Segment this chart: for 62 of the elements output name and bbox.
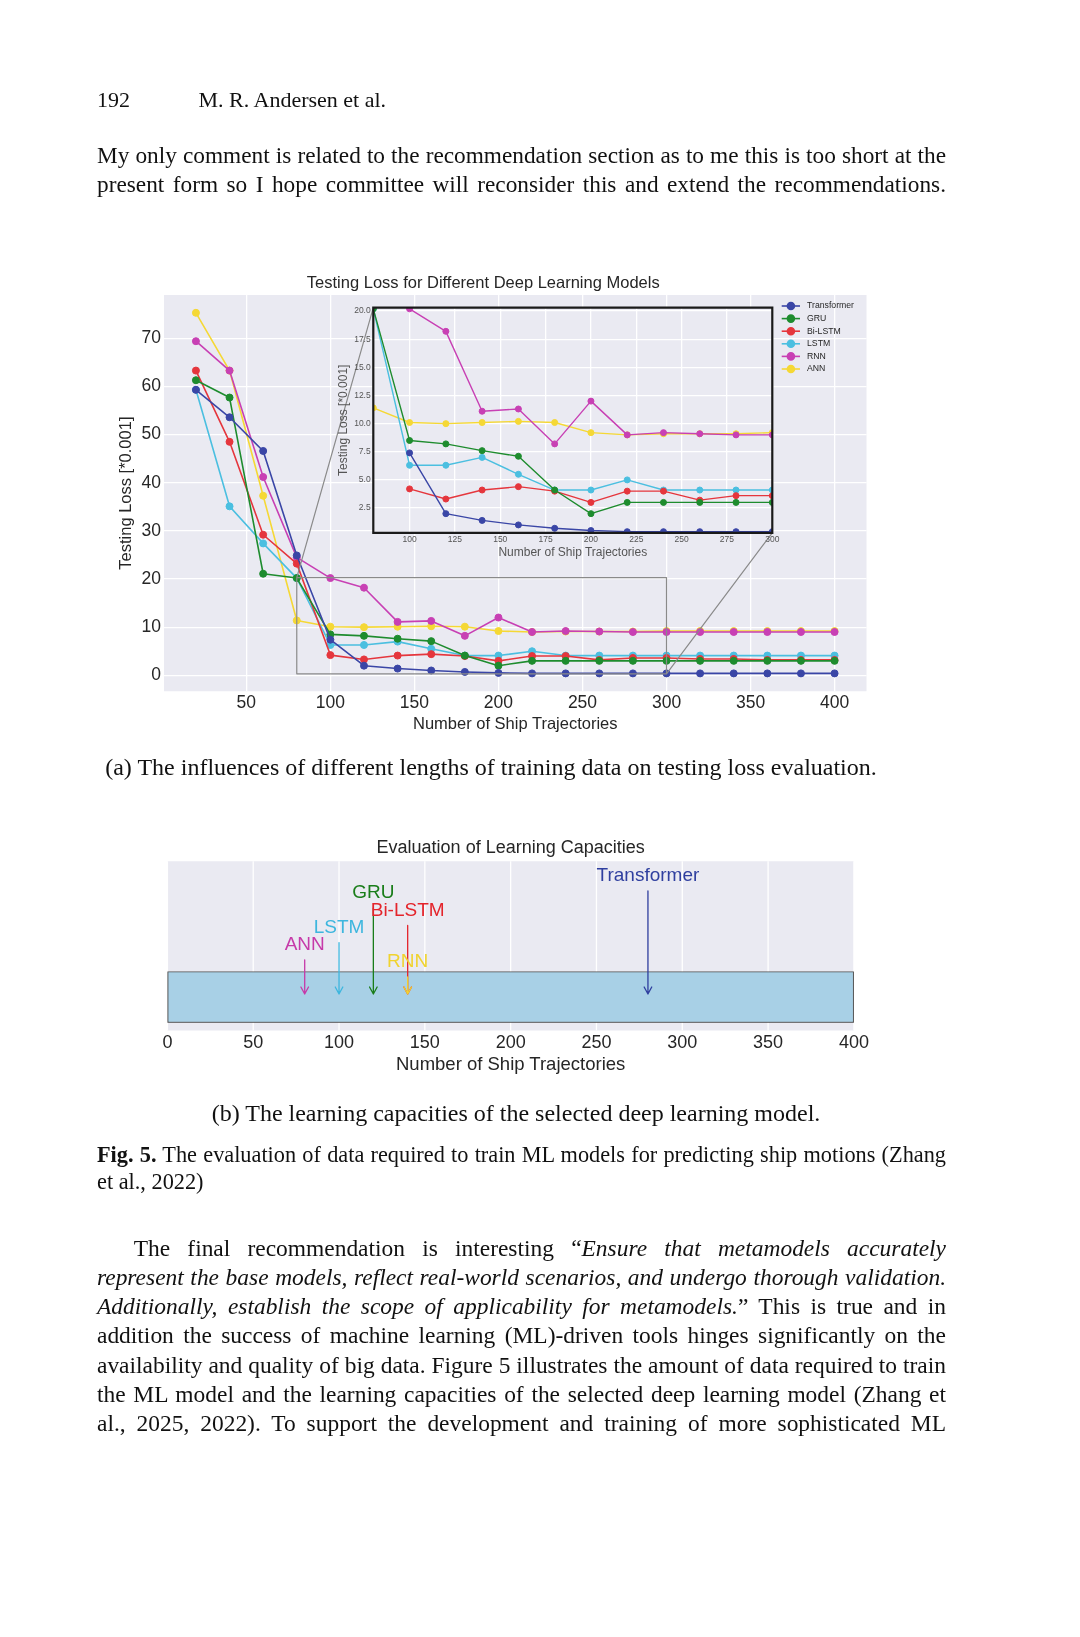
x-tick-label: 400 [838,1032,869,1053]
y-tick-label: 5.0 [358,474,371,485]
x-axis-title: Number of Ship Trajectories [396,1052,626,1074]
legend-label: RNN [807,350,826,361]
text: My only comment is related to the recommendation section as to me this is too short at the present form so I hope committee will reconsider this and extend the recommendations. [97,141,946,200]
y-tick-label: 20.0 [354,305,371,316]
y-tick-label: 7.5 [358,446,371,457]
y-tick-label: 12.5 [354,389,371,400]
y-tick-label: 30 [141,519,162,540]
ref-line-label: Transformer [596,864,700,886]
legend-label: GRU [807,313,827,323]
chart-title: Testing Loss for Different Deep Learning Models [306,272,660,291]
text: (a) The influences of different lengths of training data on testing loss evaluation. [105,753,877,782]
y-tick-label: 50 [141,423,162,444]
y-tick-label: 60 [141,375,162,396]
x-tick-label: 300 [765,534,780,545]
y-tick-label: 20 [141,567,162,588]
text: (b) The learning capacities of the selected deep learning model. [211,1098,821,1128]
x-tick-label: 225 [629,534,644,545]
y-tick-label: 0 [151,664,162,685]
x-tick-label: 250 [567,691,598,712]
text: The final recommendation is interesting “Ensure that metamodels accurately represent the base models, reflect real-world scenarios, and undergo thorough validation. Additionally, establish the scope of applicability for metamodels.” This is true and in addition the success of machine learning (ML)-driven tools hinges significantly on the availability and quality of big data. Figure 5 illustrates the amount of data required to train the ML model and the learning capacities of the selected deep learning model (Zhang et al., 2025, 2022). To support the development and training of more sophisticated ML [97,1234,947,1437]
caption: Fig. 5. The evaluation of data required to train ML models for predicting ship motions (Zhang et al., 2022) [97,1141,946,1194]
x-tick-label: 50 [243,1032,264,1053]
y-tick-label: 10.0 [354,417,371,428]
x-tick-label: 400 [819,691,850,712]
y-axis-title: Testing Loss [*0.001] [335,364,350,476]
x-tick-label: 300 [667,1032,698,1053]
text: M. R. Andersen et al. [198,85,387,113]
x-tick-label: 200 [583,534,599,545]
x-tick-label: 100 [324,1032,355,1053]
x-tick-label: 250 [674,534,689,545]
x-tick-label: 175 [538,534,553,545]
x-tick-label: 350 [753,1032,784,1053]
text: 192 [97,85,130,113]
x-tick-label: 250 [581,1032,612,1053]
y-tick-label: 70 [141,327,162,348]
chart-title: Evaluation of Learning Capacities [376,837,645,858]
x-tick-label: 150 [409,1032,440,1053]
x-tick-label: 275 [719,534,735,545]
x-axis-title: Number of Ship Trajectories [412,713,618,732]
x-tick-label: 50 [236,691,257,712]
x-tick-label: 100 [402,534,417,545]
legend-label: Transformer [807,300,855,311]
y-tick-label: 40 [141,471,162,492]
y-tick-label: 2.5 [358,502,371,513]
x-tick-label: 200 [495,1032,526,1053]
legend-label: ANN [807,363,826,374]
legend-label: LSTM [807,338,831,349]
y-tick-label: 15.0 [354,361,371,372]
x-tick-label: 150 [493,534,508,545]
x-tick-label: 100 [315,691,346,712]
x-tick-label: 300 [651,691,682,712]
y-tick-label: 10 [141,616,162,636]
x-tick-label: 200 [483,691,514,712]
legend-label: Bi-LSTM [807,325,841,336]
x-tick-label: 125 [447,534,463,545]
x-axis-title: Number of Ship Trajectories [498,545,648,560]
y-axis-title: Testing Loss [*0.001] [116,416,135,570]
y-tick-label: 17.5 [354,333,371,344]
x-tick-label: 350 [735,691,766,712]
x-tick-label: 150 [399,691,430,712]
